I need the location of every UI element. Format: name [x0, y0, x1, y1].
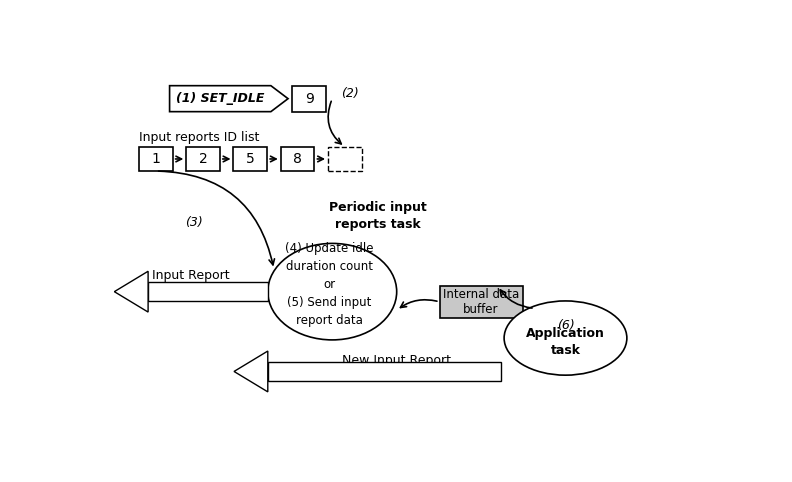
Polygon shape [234, 351, 268, 392]
Ellipse shape [268, 243, 397, 340]
Text: New Input Report: New Input Report [342, 354, 451, 367]
Bar [328, 147, 362, 171]
Bar [186, 147, 220, 171]
Text: 1: 1 [151, 152, 160, 166]
Bar [280, 147, 314, 171]
Text: (2): (2) [341, 87, 360, 100]
Bar [234, 147, 267, 171]
Text: (3): (3) [185, 216, 203, 229]
Text: Periodic input
reports task: Periodic input reports task [329, 201, 427, 231]
Text: Input reports ID list: Input reports ID list [139, 131, 259, 144]
Text: Application
task: Application task [526, 327, 605, 357]
Text: Internal data
buffer: Internal data buffer [443, 288, 520, 316]
Bar [139, 147, 173, 171]
Polygon shape [169, 86, 288, 112]
Text: 5: 5 [246, 152, 255, 166]
Bar [292, 86, 326, 112]
Bar [148, 282, 268, 301]
Text: (1) SET_IDLE: (1) SET_IDLE [176, 92, 265, 105]
Text: 9: 9 [305, 92, 314, 106]
Text: 8: 8 [293, 152, 302, 166]
Text: (6): (6) [557, 319, 574, 332]
Bar [440, 286, 523, 318]
Text: Input Report: Input Report [152, 269, 230, 282]
Text: 2: 2 [199, 152, 208, 166]
Text: (4) Update idle
duration count
or
(5) Send input
report data: (4) Update idle duration count or (5) Se… [285, 242, 373, 327]
Polygon shape [114, 271, 148, 312]
Bar [268, 362, 501, 381]
Circle shape [505, 301, 627, 375]
